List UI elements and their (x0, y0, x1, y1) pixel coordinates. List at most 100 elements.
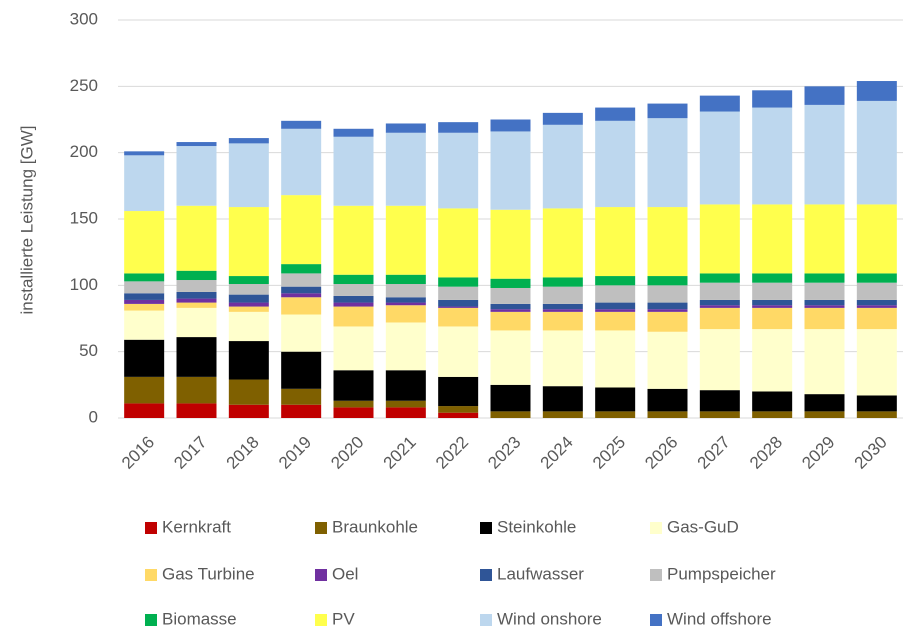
bar-segment (699, 390, 740, 412)
bar-segment (804, 329, 845, 395)
x-tick-label: 2016 (118, 433, 158, 473)
bar-segment (804, 307, 845, 330)
x-tick-label: 2028 (746, 433, 786, 473)
bar-segment (228, 302, 269, 307)
bar-segment (804, 104, 845, 205)
bar-segment (385, 284, 426, 298)
legend-label: Biomasse (162, 609, 237, 628)
x-tick-label: 2019 (275, 433, 315, 473)
bar-segment (752, 411, 793, 418)
legend-label: Pumpspeicher (667, 564, 776, 583)
bar-segment (228, 284, 269, 295)
bar-segment (595, 107, 636, 121)
y-tick-label: 50 (79, 341, 98, 360)
bar-segment (438, 208, 479, 278)
bar-segment (228, 379, 269, 405)
bar-segment (542, 411, 583, 418)
legend-swatch (650, 569, 662, 581)
bar-segment (281, 297, 322, 315)
bar-segment (176, 298, 217, 303)
bar-segment (647, 276, 688, 286)
bar-segment (856, 81, 897, 101)
bar-segment (438, 122, 479, 133)
bar-segment (176, 280, 217, 292)
legend-label: Wind onshore (497, 609, 602, 628)
bar-segment (595, 207, 636, 277)
bar-segment (124, 310, 165, 340)
bar-segment (490, 209, 531, 279)
bar-segment (699, 329, 740, 391)
bar-segment (438, 406, 479, 413)
bar-segment (804, 299, 845, 306)
bar-segment (595, 411, 636, 418)
bar-segment (281, 293, 322, 298)
bar-segment (124, 339, 165, 377)
bar-segment (804, 282, 845, 300)
bar-segment (438, 299, 479, 307)
bar-segment (647, 118, 688, 208)
bar-segment (385, 407, 426, 418)
bar-segment (228, 341, 269, 380)
legend-label: Wind offshore (667, 609, 772, 628)
bar-segment (176, 270, 217, 281)
bar-segment (281, 264, 322, 274)
bar-segment (333, 136, 374, 206)
bar-segment (490, 278, 531, 288)
bar-segment (333, 274, 374, 285)
bar-segment (438, 306, 479, 308)
bar-segment (124, 293, 165, 300)
bar-segment (647, 311, 688, 332)
bar-segment (804, 273, 845, 283)
bar-segment (176, 302, 217, 308)
bar-segment (490, 330, 531, 385)
bar-segment (542, 277, 583, 287)
bar-segment (699, 204, 740, 274)
bar-segment (176, 403, 217, 418)
x-tick-label: 2021 (380, 433, 420, 473)
x-tick-label: 2030 (851, 433, 891, 473)
x-tick-label: 2027 (694, 433, 734, 473)
bar-segment (333, 400, 374, 408)
bar-segment (228, 143, 269, 208)
legend-swatch (650, 522, 662, 534)
legend-swatch (480, 614, 492, 626)
x-tick-label: 2017 (170, 433, 210, 473)
bar-segment (228, 207, 269, 277)
bar-segment (490, 131, 531, 210)
bar-segment (281, 351, 322, 389)
bar-segment (228, 311, 269, 342)
bar-segment (490, 311, 531, 331)
bar-segment (752, 329, 793, 392)
bar-segment (176, 146, 217, 206)
legend-swatch (650, 614, 662, 626)
bar-segment (856, 204, 897, 274)
bar-segment (333, 302, 374, 307)
bar-segment (490, 119, 531, 132)
bar-segment (281, 286, 322, 294)
bar-segment (228, 404, 269, 418)
bar-segment (595, 302, 636, 310)
bar-segment (228, 138, 269, 144)
bar-segment (595, 330, 636, 388)
bar-segment (699, 273, 740, 283)
bar-segment (124, 211, 165, 274)
bar-segment (542, 309, 583, 312)
bar-segment (647, 103, 688, 119)
legend-swatch (145, 522, 157, 534)
bar-segment (333, 205, 374, 275)
bar-segment (856, 411, 897, 418)
bar-segment (124, 151, 165, 156)
bar-segment (542, 286, 583, 304)
bar-segment (385, 132, 426, 206)
bar-segment (333, 295, 374, 303)
legend-swatch (480, 569, 492, 581)
bar-segment (752, 90, 793, 108)
bar-segment (647, 331, 688, 389)
legend-label: Laufwasser (497, 564, 584, 583)
bar-segment (385, 305, 426, 323)
bar-segment (595, 120, 636, 208)
bar-segment (490, 287, 531, 304)
bar-segment (647, 388, 688, 412)
x-tick-label: 2018 (223, 433, 263, 473)
